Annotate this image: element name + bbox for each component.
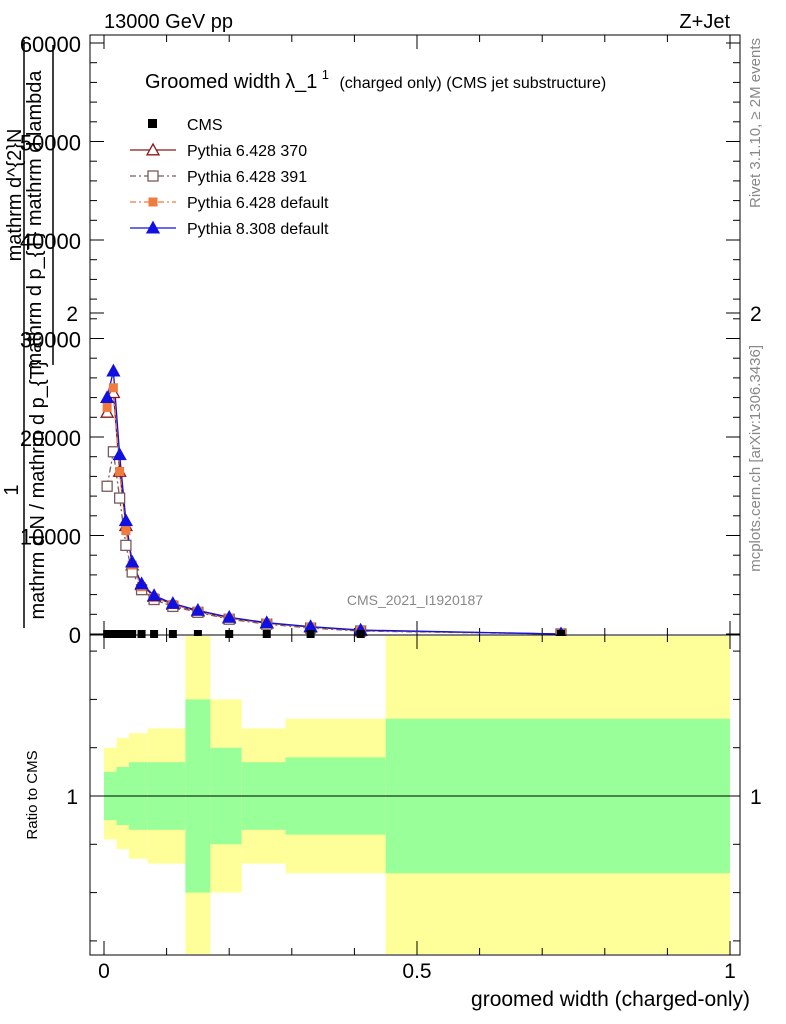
cms-point <box>306 630 315 638</box>
legend-cms-marker <box>148 119 157 128</box>
series-4-point <box>146 588 162 602</box>
series-4-point <box>134 576 149 590</box>
legend-marker-3 <box>148 197 158 207</box>
series-4-point <box>259 615 274 629</box>
cms-point <box>556 630 565 638</box>
main-y-tick-label: 60000 <box>20 32 81 57</box>
y-label-numerator-bottom: mathrm d p_{T} mathrm d lambda <box>24 70 46 370</box>
cms-point <box>225 630 234 638</box>
analysis-watermark: CMS_2021_I1920187 <box>347 592 483 608</box>
cms-point <box>128 630 137 638</box>
main-y-axis-label: mathrm d^{2}N mathrm d p_{T} mathrm d la… <box>1 40 54 628</box>
main-series-group <box>100 363 569 640</box>
ratio-x-tick-labels: 0 0.5 1 <box>98 960 736 983</box>
title-suffix: (charged only) (CMS jet substructure) <box>339 75 606 92</box>
title-superscript: 1 <box>322 67 329 82</box>
header-right: Z+Jet <box>679 11 730 33</box>
ratio-x-tick-label: 1 <box>724 960 736 983</box>
cms-point <box>262 630 271 638</box>
cms-point <box>193 630 202 638</box>
mcplots-label: mcplots.cern.ch [arXiv:1306.3436] <box>747 345 764 572</box>
main-y-tick-label: 30000 <box>20 328 81 353</box>
series-4-point <box>190 603 206 616</box>
legend-marker-2 <box>147 170 159 182</box>
ratio-plot-panel: 0.50.51122 00.51 Ratio to CMS groomed wi… <box>24 303 762 1011</box>
series-4-point <box>112 447 127 461</box>
series-line-1 <box>106 392 561 635</box>
legend: CMS Pythia 6.428 370 Pythia 6.428 391 Pythi… <box>130 117 329 238</box>
title-lambda: λ_1 <box>285 71 317 93</box>
cms-points-group <box>103 630 565 638</box>
cms-point <box>356 630 365 638</box>
main-plot-panel: 0 10000 20000 30000 40000 50000 60000 CMS_2021… <box>20 32 741 648</box>
series-4-point <box>100 390 115 404</box>
ratio-axis-ticks <box>90 312 740 955</box>
series-3-point <box>102 402 112 412</box>
main-y-tick-label: 40000 <box>20 229 81 254</box>
main-y-tick-label: 10000 <box>20 525 81 550</box>
plot-title: Groomed width λ_1 1 (charged only) (CMS … <box>145 66 606 93</box>
series-3-point <box>108 383 118 393</box>
y-label-numerator-top: mathrm d^{2}N <box>4 129 26 262</box>
x-axis-label: groomed width (charged-only) <box>471 988 750 1011</box>
series-line-2 <box>106 451 561 635</box>
cms-point <box>103 630 112 638</box>
y-label-one: 1 <box>1 484 23 495</box>
series-4-point <box>118 513 134 527</box>
series-3-point <box>115 466 125 476</box>
ratio-uncertainty-bands <box>104 636 730 954</box>
ratio-y-tick-label-left: 2 <box>66 303 78 326</box>
ratio-x-tick-label: 0 <box>98 960 110 983</box>
series-line-4 <box>106 370 561 635</box>
ratio-x-tick-label: 0.5 <box>402 960 431 983</box>
legend-marker-1 <box>145 142 161 156</box>
cms-point <box>168 630 177 638</box>
cms-point <box>109 630 118 638</box>
series-4-point <box>222 609 237 623</box>
rivet-label: Rivet 3.1.10, ≥ 2M events <box>747 38 764 208</box>
series-2-point <box>114 492 126 504</box>
header-left: 13000 GeV pp <box>104 11 233 33</box>
main-y-tick-label: 20000 <box>20 426 81 451</box>
cms-point <box>121 630 130 638</box>
cms-point <box>150 630 159 638</box>
cms-point <box>115 630 124 638</box>
series-3-point <box>121 526 131 536</box>
ratio-y-tick-labels: 0.50.51122 <box>66 303 762 809</box>
series-line-3 <box>106 387 561 635</box>
main-y-tick-label: 0 <box>69 623 81 648</box>
legend-marker-4 <box>145 220 161 234</box>
cms-point <box>137 630 146 638</box>
ratio-plot-frame <box>89 634 741 956</box>
legend-label-2: Pythia 6.428 391 <box>187 169 307 186</box>
series-2-point <box>120 539 132 551</box>
main-y-tick-label: 50000 <box>20 131 81 156</box>
y-label-denominator: mathrm d N / mathrm d p_{T} <box>27 360 49 619</box>
ratio-y-axis-label: Ratio to CMS <box>24 750 41 839</box>
legend-label-4: Pythia 8.308 default <box>187 221 329 238</box>
legend-label-3: Pythia 6.428 default <box>187 195 329 212</box>
title-main: Groomed width <box>145 71 281 93</box>
series-4-point <box>165 596 180 609</box>
series-4-point <box>125 554 140 568</box>
series-2-point <box>101 480 113 492</box>
ratio-y-tick-label-left: 1 <box>66 786 78 809</box>
series-4-point <box>106 363 121 377</box>
ratio-y-tick-label-right: 1 <box>750 786 762 809</box>
legend-label-1: Pythia 6.428 370 <box>187 143 307 160</box>
ratio-y-tick-label-right: 2 <box>750 303 762 326</box>
main-y-tick-labels: 0 10000 20000 30000 40000 50000 60000 <box>20 32 81 648</box>
legend-cms-label: CMS <box>187 117 223 134</box>
